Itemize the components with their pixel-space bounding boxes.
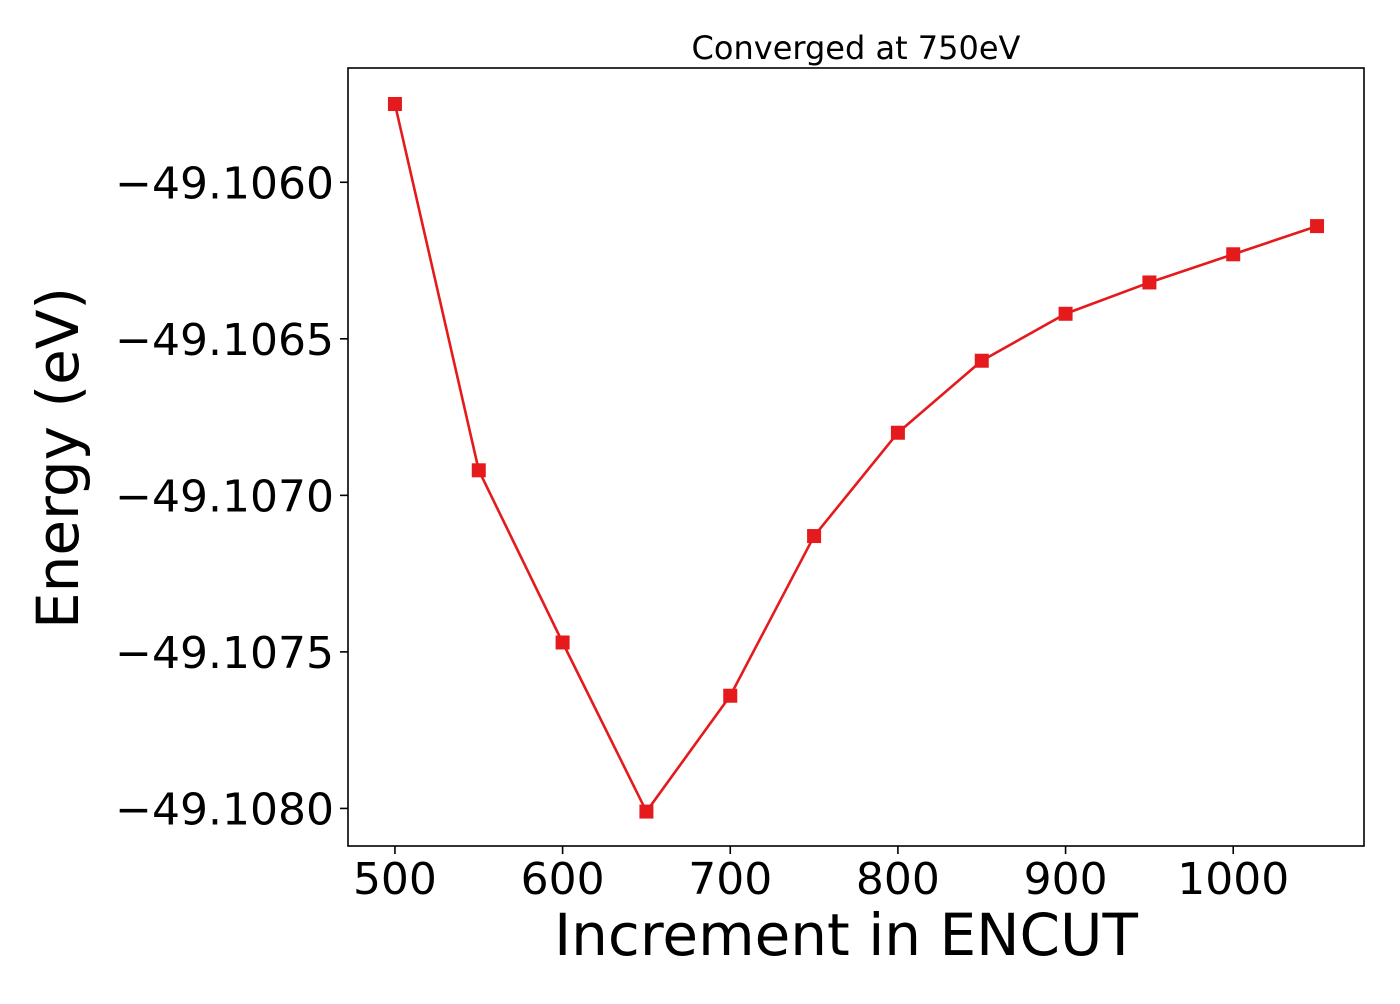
y-tick-label: −49.1065 <box>115 315 334 366</box>
x-tick-label: 1000 <box>1177 854 1289 905</box>
y-axis-label: Energy (eV) <box>24 287 92 629</box>
x-tick-label: 900 <box>1024 854 1108 905</box>
x-axis-label: Increment in ENCUT <box>554 901 1138 969</box>
series-group <box>387 97 1325 819</box>
x-tick-label: 600 <box>521 854 605 905</box>
data-point-marker <box>1310 219 1325 234</box>
plot-area-frame <box>347 67 1365 847</box>
data-point-marker <box>1058 306 1073 321</box>
data-point-marker <box>387 97 402 112</box>
data-point-marker <box>890 425 905 440</box>
y-tick-label: −49.1080 <box>115 784 334 835</box>
x-axis-ticks: 500 600 700 800 900 1000 <box>353 846 1289 905</box>
data-point-marker <box>471 463 486 478</box>
data-point-marker <box>1226 247 1241 262</box>
data-point-marker <box>1142 275 1157 290</box>
data-point-marker <box>555 635 570 650</box>
data-point-marker <box>807 529 822 544</box>
data-point-marker <box>639 804 654 819</box>
y-axis-ticks: −49.1060 −49.1065 −49.1070 −49.1075 −49.1080 <box>115 158 348 835</box>
chart-title: Converged at 750eV <box>692 29 1021 67</box>
data-point-marker <box>723 688 738 703</box>
x-tick-label: 800 <box>856 854 940 905</box>
y-tick-label: −49.1075 <box>115 628 334 679</box>
y-tick-label: −49.1070 <box>115 471 334 522</box>
y-tick-label: −49.1060 <box>115 158 334 209</box>
data-point-marker <box>974 353 989 368</box>
x-tick-label: 700 <box>688 854 772 905</box>
series-line <box>393 103 1318 813</box>
x-tick-label: 500 <box>353 854 437 905</box>
